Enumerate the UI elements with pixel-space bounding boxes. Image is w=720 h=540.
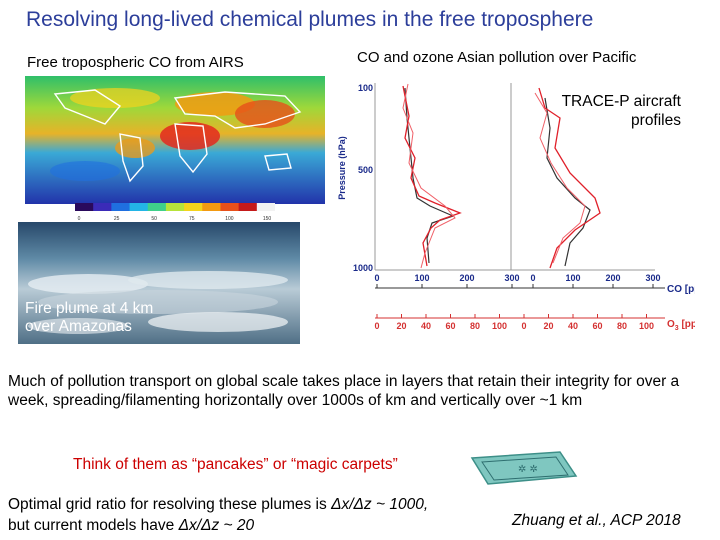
fire-plume-line2: over Amazonas (25, 318, 132, 335)
fire-plume-caption: Fire plume at 4 km over Amazonas (25, 300, 153, 336)
airs-label: Free tropospheric CO from AIRS (27, 54, 244, 71)
co-axis-label: CO [ppbv] (667, 284, 695, 295)
o3-tick-label: 80 (617, 321, 627, 331)
colorbar-tick-label: 150 (263, 216, 272, 222)
co-tick-label: 100 (414, 273, 429, 283)
fire-plume-line1: Fire plume at 4 km (25, 300, 154, 317)
o3-tick-label: 100 (639, 321, 654, 331)
colorbar-cell (165, 203, 185, 211)
pressure-tick-label: 500 (358, 165, 373, 175)
co-tick-label: 300 (504, 273, 519, 283)
o3-tick-label: 0 (521, 321, 526, 331)
co-tick-label: 0 (374, 273, 379, 283)
grid-ratio-text: Optimal grid ratio for resolving these p… (8, 494, 428, 536)
tracep-label: TRACE-P aircraft profiles (561, 93, 681, 129)
colorbar-tick-label: 100 (225, 216, 234, 222)
o3-tick-label: 20 (396, 321, 406, 331)
colorbar-cell (238, 203, 258, 211)
o3-profile-red2 (534, 92, 586, 264)
pressure-tick-label: 100 (358, 83, 373, 93)
o3-tick-label: 40 (421, 321, 431, 331)
o3-axis-label: O3 [ppbv] (667, 319, 695, 332)
co-profile-red2 (402, 83, 456, 269)
colorbar-cell (111, 203, 131, 211)
o3-tick-label: 100 (492, 321, 507, 331)
o3-tick-label: 0 (374, 321, 379, 331)
grid-ratio-line2: but current models have Δx/Δz ~ 20 (8, 517, 255, 534)
colorbar-cell (147, 203, 167, 211)
co-tick-label: 0 (530, 273, 535, 283)
co-tick-label: 200 (605, 273, 620, 283)
colorbar-cell (256, 203, 275, 211)
co-profile-black (404, 87, 455, 264)
co-profile-red (402, 85, 462, 267)
slide-title: Resolving long-lived chemical plumes in … (26, 8, 594, 31)
o3-profile-black (544, 97, 591, 267)
o3-tick-label: 60 (445, 321, 455, 331)
o3-profile-red (538, 87, 601, 269)
co-colorbar: 0 25 50 75 100 150 (75, 203, 275, 222)
o3-tick-label: 40 (568, 321, 578, 331)
colorbar-cell (129, 203, 149, 211)
magic-carpet-image: ✲ ✲ (470, 451, 578, 485)
colorbar-tick-label: 50 (151, 216, 157, 222)
colorbar-cell (93, 203, 112, 211)
colorbar-cell (75, 203, 94, 211)
o3-tick-label: 60 (592, 321, 602, 331)
co-tick-label: 300 (645, 273, 660, 283)
o3-tick-label: 20 (543, 321, 553, 331)
colorbar-cell (202, 203, 221, 211)
colorbar-cell (184, 203, 203, 211)
colorbar-tick-label: 25 (114, 216, 120, 222)
pacific-label: CO and ozone Asian pollution over Pacifi… (357, 49, 637, 66)
svg-text:✲ ✲: ✲ ✲ (518, 464, 538, 475)
pressure-tick-label: 1000 (353, 263, 373, 273)
airs-co-map (25, 76, 325, 204)
co-tick-label: 100 (565, 273, 580, 283)
pressure-axis-label: Pressure (hPa) (337, 136, 347, 200)
colorbar-tick-label: 75 (189, 216, 195, 222)
fire-plume-photo (18, 222, 300, 344)
colorbar-tick-label: 0 (78, 216, 81, 222)
pancakes-note: Think of them as “pancakes” or “magic ca… (73, 456, 398, 473)
grid-ratio-line1: Optimal grid ratio for resolving these p… (8, 496, 429, 513)
transport-paragraph: Much of pollution transport on global sc… (8, 373, 680, 409)
co-tick-label: 200 (459, 273, 474, 283)
colorbar-cell (220, 203, 240, 211)
citation: Zhuang et al., ACP 2018 (512, 512, 681, 529)
o3-tick-label: 80 (470, 321, 480, 331)
